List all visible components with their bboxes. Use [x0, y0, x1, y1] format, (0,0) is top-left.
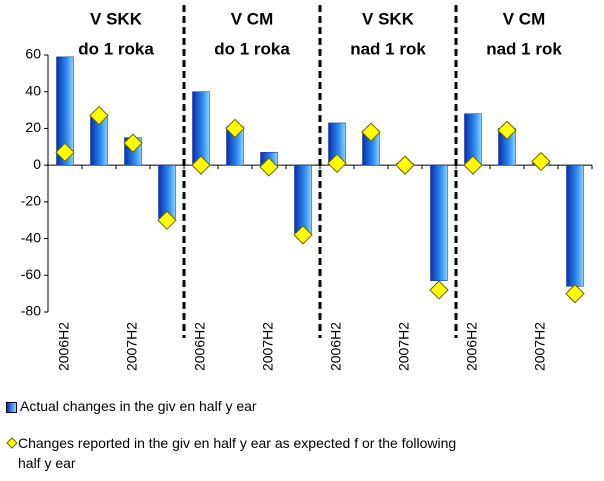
- diamond-marker: [225, 118, 245, 139]
- legend-label: Actual changes in the giv en half y ear: [20, 398, 257, 414]
- y-tick-label: 20: [25, 119, 41, 135]
- bar: [294, 164, 312, 234]
- bar: [430, 164, 448, 282]
- diamond-marker: [55, 142, 75, 162]
- group-label: V SKK: [362, 9, 415, 28]
- diamond-marker: [531, 151, 551, 172]
- x-tick-label: 2007H2: [124, 322, 140, 371]
- x-tick-label: 2006H2: [56, 322, 72, 371]
- y-tick-label: -20: [21, 193, 41, 209]
- group-label: V CM: [503, 9, 546, 28]
- diamond-marker: [327, 153, 347, 174]
- y-tick-label: 0: [33, 156, 41, 172]
- x-tick-label: 2007H2: [260, 322, 276, 371]
- diamond-marker: [157, 210, 177, 230]
- group-label: nad 1 rok: [486, 39, 562, 58]
- y-tick-label: -40: [21, 229, 41, 245]
- bar: [192, 91, 210, 166]
- group-label: do 1 roka: [214, 39, 290, 58]
- diamond-marker: [259, 157, 279, 177]
- legend-item: Changes reported in the giv en half y ea…: [6, 433, 476, 473]
- diamond-marker: [463, 155, 483, 175]
- group-label: nad 1 rok: [350, 39, 426, 58]
- group-label: V SKK: [90, 9, 143, 28]
- diamond-marker: [361, 122, 381, 142]
- diamond-marker: [565, 283, 585, 304]
- diamond-marker: [123, 133, 143, 153]
- y-tick-label: 60: [25, 46, 41, 62]
- diamond-marker: [89, 105, 109, 126]
- group-label: do 1 roka: [78, 39, 154, 58]
- legend-swatch: [6, 402, 17, 413]
- y-tick-label: -80: [21, 303, 41, 319]
- diamond-marker: [497, 120, 517, 140]
- chart: -80 -60 -40 -20 0 20 40 60 V SKK do 1 roka V CM do …: [21, 5, 593, 371]
- x-tick-label: 2006H2: [464, 322, 480, 371]
- legend-swatch: [6, 437, 18, 449]
- x-tick-label: 2006H2: [328, 322, 344, 371]
- diamond-marker: [429, 280, 449, 300]
- y-tick-label: -60: [21, 266, 41, 282]
- group-label: V CM: [231, 9, 274, 28]
- x-tick-label: 2007H2: [396, 322, 412, 371]
- y-tick-label: 40: [25, 82, 41, 98]
- x-tick-label: 2006H2: [192, 322, 208, 371]
- legend-label: Changes reported in the giv en half y ea…: [18, 435, 457, 471]
- bar: [566, 164, 584, 287]
- bar: [158, 164, 176, 219]
- diamond-marker: [395, 155, 415, 175]
- bar: [56, 56, 74, 166]
- diamond-marker: [293, 225, 313, 245]
- x-tick-label: 2007H2: [532, 322, 548, 371]
- legend-item: Actual changes in the giv en half y ear: [6, 398, 257, 414]
- diamond-marker: [191, 155, 211, 175]
